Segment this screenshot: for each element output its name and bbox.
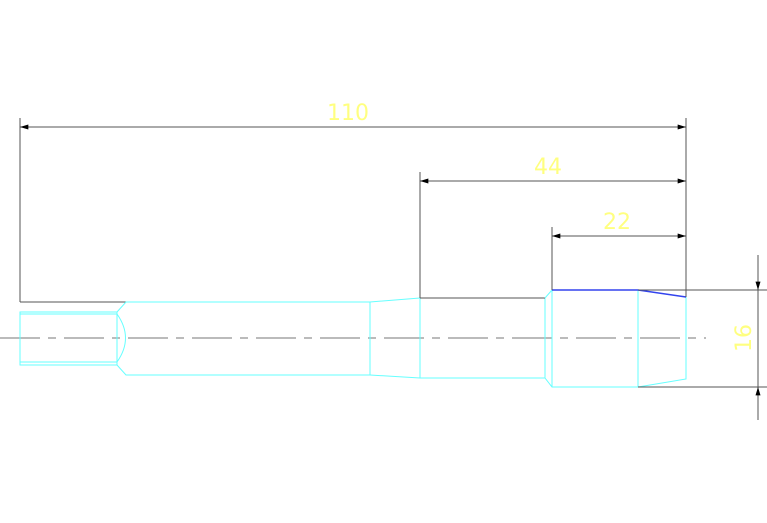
thread-end-arc <box>116 313 126 363</box>
dim-text-110: 110 <box>327 101 369 126</box>
neck <box>419 298 546 379</box>
head-top-edge <box>552 289 687 298</box>
extension-lines <box>19 118 767 388</box>
shank-taper <box>369 297 421 379</box>
thread-inner <box>19 313 118 363</box>
dim-text-16: 16 <box>732 324 757 352</box>
dim-text-44: 44 <box>534 155 562 180</box>
dim-text-22: 22 <box>603 210 631 235</box>
shank-body <box>116 301 371 376</box>
